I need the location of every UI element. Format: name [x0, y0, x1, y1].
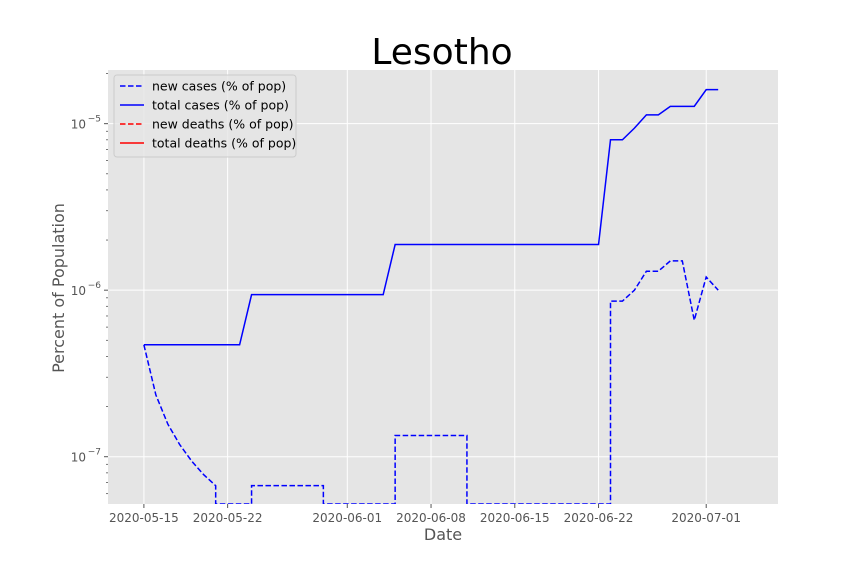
legend-label: new cases (% of pop): [152, 79, 286, 94]
legend-label: total deaths (% of pop): [152, 136, 296, 151]
y-tick-exponent: −6: [88, 281, 102, 291]
y-tick-label: 10: [71, 284, 86, 298]
x-tick-label: 2020-05-15: [109, 511, 179, 525]
y-axis: 10−710−610−5: [71, 73, 108, 495]
y-tick-exponent: −7: [88, 448, 101, 458]
y-tick-exponent: −5: [88, 115, 101, 125]
y-tick-label: 10: [71, 118, 86, 132]
series-line-0: [143, 260, 719, 504]
x-axis-label: Date: [424, 525, 462, 544]
legend-box: [113, 74, 297, 158]
x-tick-label: 2020-06-15: [480, 511, 550, 525]
legend: new cases (% of pop) total cases (% of po…: [113, 74, 297, 158]
chart-title: Lesotho: [371, 32, 512, 73]
y-tick-label: 10: [71, 451, 86, 465]
x-tick-label: 2020-06-08: [396, 511, 466, 525]
x-tick-label: 2020-06-22: [564, 511, 634, 525]
x-tick-label: 2020-07-01: [671, 511, 741, 525]
x-tick-label: 2020-06-01: [312, 511, 382, 525]
x-tick-label: 2020-05-22: [193, 511, 263, 525]
legend-label: total cases (% of pop): [152, 98, 289, 113]
legend-label: new deaths (% of pop): [152, 117, 294, 132]
x-axis: 2020-05-15 2020-05-22 2020-06-01 2020-06-08…: [109, 504, 741, 525]
series-line-1: [143, 88, 719, 346]
grid: [108, 70, 778, 504]
y-axis-label: Percent of Population: [49, 203, 68, 373]
series-layer: [143, 88, 719, 504]
